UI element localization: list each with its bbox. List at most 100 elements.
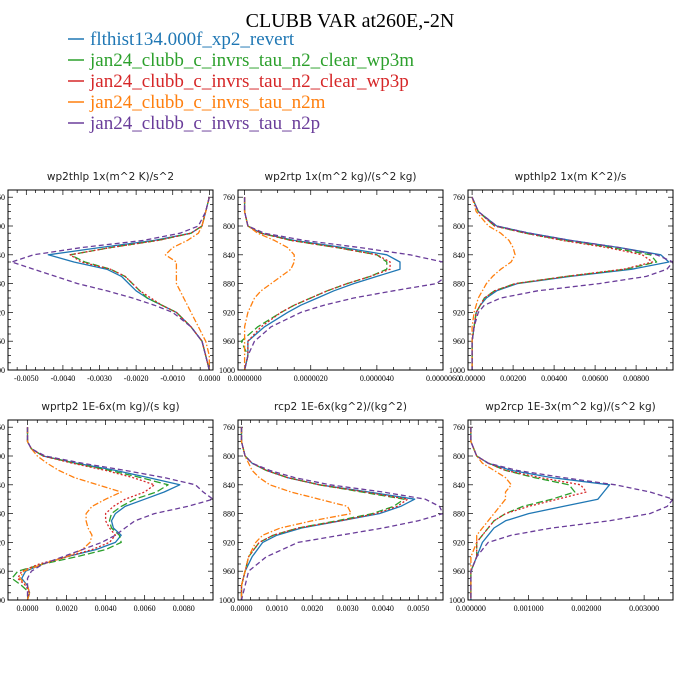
panel-frame: [7, 419, 214, 601]
ytick-label: 960: [223, 567, 235, 576]
panel-frame: [7, 189, 214, 371]
ytick-label: 920: [0, 538, 5, 547]
xtick-label: 0.00200: [500, 374, 526, 383]
xtick-label: 0.002000: [571, 604, 601, 613]
series-line-3: [470, 427, 512, 600]
ytick-label: 760: [223, 193, 235, 202]
panel-frame: [237, 419, 444, 601]
panel-5: wp2rcp 1E-3x(m^2 kg)/(s^2 kg) 760 800 840 88…: [449, 401, 674, 613]
ytick-label: 1000: [0, 596, 5, 605]
xtick-label: 0.0040: [95, 604, 117, 613]
ytick-label: 760: [0, 423, 5, 432]
ytick-label: 1000: [0, 366, 5, 375]
panel-title-1: wp2rtp 1x(m^2 kg)/(s^2 kg): [264, 171, 416, 183]
panel-title-3: wprtp2 1E-6x(m kg)/(s kg): [41, 401, 179, 413]
ytick-label: 960: [0, 337, 5, 346]
xtick-label: 0.0000000: [228, 374, 262, 383]
panel-title-5: wp2rcp 1E-3x(m^2 kg)/(s^2 kg): [485, 401, 656, 413]
series-line-3: [164, 197, 210, 370]
legend-label-4: jan24_clubb_c_invrs_tau_n2p: [89, 113, 320, 134]
xtick-label: -0.0040: [51, 374, 76, 383]
ytick-label: 1000: [449, 596, 465, 605]
series-line-3: [243, 197, 295, 370]
xtick-label: 0.001000: [514, 604, 544, 613]
series-line-0: [240, 427, 416, 600]
xtick-label: -0.0030: [87, 374, 112, 383]
ytick-label: 880: [0, 510, 5, 519]
xtick-label: 0.00600: [582, 374, 608, 383]
ytick-label: 960: [453, 337, 465, 346]
xtick-label: 0.0000060: [426, 374, 460, 383]
ytick-label: 880: [223, 280, 235, 289]
ytick-label: 800: [223, 222, 235, 231]
ytick-label: 800: [453, 222, 465, 231]
xtick-label: 0.0000: [231, 604, 253, 613]
series-group: [471, 196, 673, 370]
series-line-4: [11, 197, 210, 370]
ytick-label: 800: [0, 222, 5, 231]
xtick-label: 0.0000040: [360, 374, 394, 383]
ytick-label: 920: [223, 308, 235, 317]
legend-label-3: jan24_clubb_c_invrs_tau_n2m: [89, 92, 326, 113]
series-line-1: [11, 427, 169, 600]
series-line-2: [240, 427, 409, 600]
xtick-label: 0.0040: [372, 604, 394, 613]
ytick-label: 800: [223, 452, 235, 461]
series-line-4: [243, 197, 443, 370]
panel-3: wprtp2 1E-6x(m kg)/(s kg) 760 800 840 880 920…: [0, 401, 214, 613]
panel-title-4: rcp2 1E-6x(kg^2)/(kg^2): [274, 401, 407, 413]
series-line-3: [19, 427, 122, 600]
series-line-2: [243, 197, 391, 370]
panel-0: wp2thlp 1x(m^2 K)/s^2 760 800 840 880 920 960 1…: [0, 171, 220, 383]
panel-4: rcp2 1E-6x(kg^2)/(kg^2) 760 800 840 880 920 96…: [219, 401, 444, 613]
series-group: [470, 427, 673, 600]
ytick-label: 1000: [449, 366, 465, 375]
panel-title-0: wp2thlp 1x(m^2 K)/s^2: [47, 171, 174, 183]
series-group: [240, 427, 443, 600]
ytick-label: 920: [223, 538, 235, 547]
ytick-label: 800: [453, 452, 465, 461]
series-line-3: [471, 197, 516, 370]
xtick-label: 0.0020: [56, 604, 78, 613]
ytick-label: 840: [223, 251, 235, 260]
series-line-4: [240, 427, 443, 600]
legend-label-0: flthist134.000f_xp2_revert: [90, 29, 295, 50]
series-group: [240, 197, 443, 370]
ytick-label: 880: [453, 280, 465, 289]
xtick-label: 0.00800: [623, 374, 649, 383]
xtick-label: -0.0010: [160, 374, 185, 383]
xtick-label: 0.0060: [134, 604, 156, 613]
series-group: [11, 197, 210, 370]
xtick-label: 0.0050: [407, 604, 429, 613]
ytick-label: 920: [453, 538, 465, 547]
xtick-label: 0.0000020: [294, 374, 328, 383]
panel-title-2: wpthlp2 1x(m K^2)/s: [515, 171, 627, 183]
series-line-4: [471, 196, 673, 370]
legend-label-2: jan24_clubb_c_invrs_tau_n2_clear_wp3p: [89, 71, 409, 92]
ytick-label: 880: [223, 510, 235, 519]
xtick-label: -0.0020: [124, 374, 149, 383]
series-line-2: [17, 427, 156, 600]
panel-1: wp2rtp 1x(m^2 kg)/(s^2 kg) 760 800 840 880 92…: [219, 171, 460, 383]
xtick-label: 0.00400: [541, 374, 567, 383]
ytick-label: 800: [0, 452, 5, 461]
legend-label-1: jan24_clubb_c_invrs_tau_n2_clear_wp3m: [89, 50, 414, 71]
figure-title: CLUBB VAR at260E,-2N: [246, 10, 455, 32]
series-group: [11, 427, 213, 600]
ytick-label: 960: [0, 567, 5, 576]
ytick-label: 760: [0, 193, 5, 202]
xtick-label: 0.003000: [629, 604, 659, 613]
ytick-label: 960: [223, 337, 235, 346]
ytick-label: 760: [223, 423, 235, 432]
panel-frame: [467, 419, 674, 601]
legend: flthist134.000f_xp2_revertjan24_clubb_c_…: [68, 29, 414, 134]
xtick-label: 0.0000: [17, 604, 39, 613]
xtick-label: 0.0020: [301, 604, 323, 613]
xtick-label: 0.00000: [459, 374, 485, 383]
series-line-2: [69, 197, 210, 370]
ytick-label: 960: [453, 567, 465, 576]
series-line-4: [470, 427, 673, 600]
series-line-4: [26, 427, 213, 600]
